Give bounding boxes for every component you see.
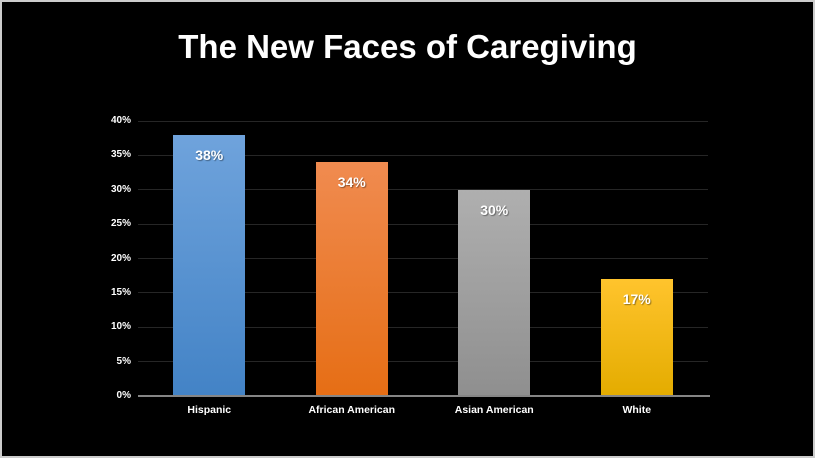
x-axis-label-asian-american: Asian American	[454, 404, 534, 416]
bar-value-label: 38%	[195, 146, 224, 163]
y-axis-label: 25%	[110, 218, 131, 230]
bar-white	[600, 279, 673, 395]
gridline	[138, 189, 708, 191]
x-axis-label-white: White	[622, 404, 652, 416]
y-axis-label: 40%	[110, 115, 131, 126]
chart-title: The New Faces of Caregiving	[178, 28, 637, 65]
y-axis-label: 35%	[110, 149, 131, 161]
gridline	[138, 120, 708, 122]
gridline	[138, 258, 708, 259]
y-axis-label: 15%	[110, 286, 131, 298]
y-axis-label: 5%	[116, 355, 131, 367]
y-axis-label: 0%	[116, 390, 131, 401]
bar-value-label: 17%	[622, 291, 651, 308]
gridline	[138, 326, 708, 328]
gridline	[138, 223, 708, 225]
gridline	[138, 154, 708, 156]
bar-asian-american	[458, 189, 531, 395]
bar-value-label: 34%	[337, 174, 366, 191]
y-axis-label: 10%	[110, 321, 131, 333]
y-axis-label: 20%	[110, 252, 131, 264]
gridline	[138, 361, 708, 363]
bar-hispanic	[173, 134, 246, 395]
y-axis-label: 30%	[110, 183, 131, 195]
bar-african-american	[315, 162, 388, 395]
gridline	[138, 292, 708, 294]
bar-value-label: 30%	[480, 201, 509, 218]
x-axis-label-hispanic: Hispanic	[187, 404, 232, 416]
x-axis-line	[138, 395, 710, 397]
x-axis-label-african-american: African American	[308, 404, 396, 416]
